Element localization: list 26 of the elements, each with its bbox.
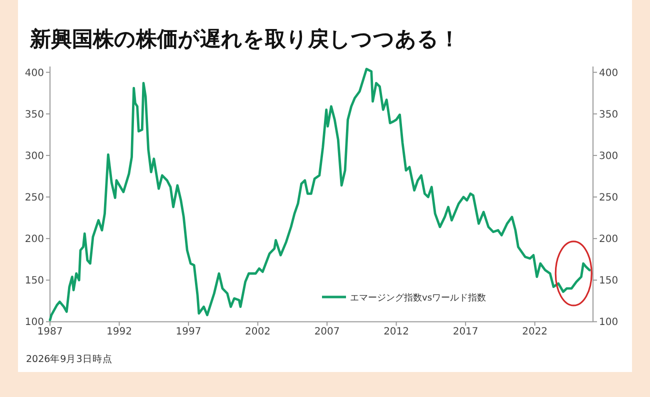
legend-label: エマージング指数vsワールド指数 xyxy=(350,292,486,304)
x-tick-label: 1987 xyxy=(37,326,63,338)
y2-tick-label: 150 xyxy=(599,276,618,287)
y2-tick-label: 400 xyxy=(599,68,618,79)
x-tick-label: 2012 xyxy=(384,326,410,338)
y-tick-label: 350 xyxy=(24,109,44,120)
y-tick-label: 100 xyxy=(24,317,44,328)
y-tick-label: 200 xyxy=(24,234,44,246)
x-tick-label: 2017 xyxy=(452,326,478,338)
y-tick-label: 300 xyxy=(24,150,44,162)
y2-tick-label: 300 xyxy=(599,150,618,162)
chart-title: 新興国株の株価が遅れを取り戻しつつある！ xyxy=(29,27,460,51)
y-tick-label: 400 xyxy=(24,68,44,79)
y2-tick-label: 100 xyxy=(599,317,618,328)
x-tick-label: 1997 xyxy=(176,326,202,338)
text: 2026年9月3日時点 xyxy=(26,353,112,365)
line-series xyxy=(48,68,591,322)
y2-tick-label: 250 xyxy=(599,192,618,204)
x-tick-label: 2022 xyxy=(522,326,548,338)
y2-tick-label: 350 xyxy=(599,109,618,120)
x-tick-label: 2002 xyxy=(245,326,271,338)
y-tick-label: 250 xyxy=(24,192,44,204)
x-tick-label: 1992 xyxy=(106,326,132,338)
y-tick-label: 150 xyxy=(24,276,44,287)
x-tick-label: 2007 xyxy=(314,326,340,338)
y2-tick-label: 200 xyxy=(599,234,618,246)
